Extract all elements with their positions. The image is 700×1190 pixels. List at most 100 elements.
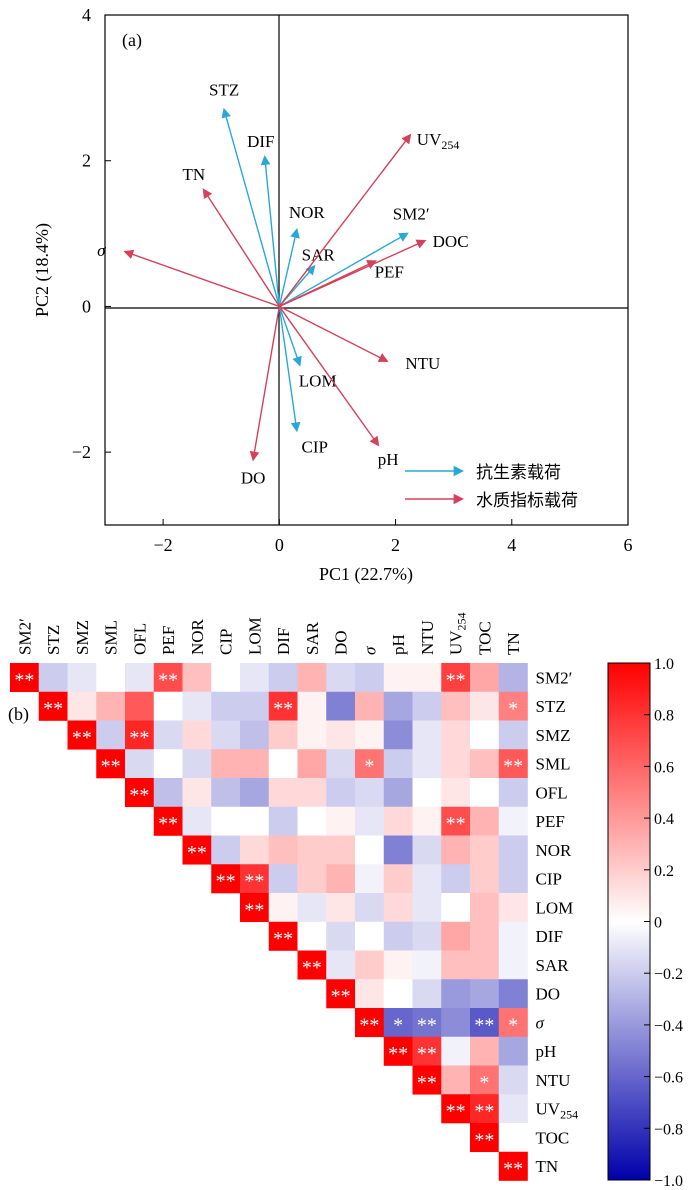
column-label: DO (332, 630, 351, 655)
heatmap-cell (211, 691, 241, 721)
heatmap-cell (240, 663, 270, 693)
heatmap-cell (182, 691, 212, 721)
colorbar-tick-label: 0 (654, 915, 662, 932)
heatmap-cell (498, 1036, 528, 1066)
vector-label: LOM (299, 372, 337, 391)
loading-vector (278, 228, 300, 307)
heatmap-cell (355, 691, 385, 721)
heatmap-cell (498, 950, 528, 980)
heatmap-cell (297, 720, 327, 750)
heatmap-cell (441, 1065, 471, 1095)
heatmap-cell (383, 979, 413, 1009)
heatmap-cell (470, 921, 500, 951)
heatmap-cell (498, 1151, 528, 1181)
vector-label: NOR (289, 203, 326, 222)
heatmap-cell (441, 864, 471, 894)
heatmap-cell (412, 749, 442, 779)
significance-mark: ** (446, 669, 466, 691)
significance-mark: ** (244, 899, 264, 921)
heatmap-cell (297, 864, 327, 894)
heatmap-cell (240, 691, 270, 721)
heatmap-cell (96, 663, 126, 693)
heatmap-cell (297, 749, 327, 779)
heatmap-cell (240, 893, 270, 923)
heatmap-cell (240, 749, 270, 779)
heatmap-cell (383, 921, 413, 951)
x-tick-label: 0 (275, 535, 284, 555)
correlation-heatmap-panel: ** ** **** ** *** **** * ****** ****** **********… (8, 612, 683, 1190)
heatmap-cell (470, 1094, 500, 1124)
heatmap-cell (355, 749, 385, 779)
heatmap-cell (268, 864, 298, 894)
column-label: TN (504, 632, 523, 655)
heatmap-cell (268, 921, 298, 951)
heatmap-cell (125, 749, 155, 779)
loading-vector (278, 306, 302, 367)
row-label: OFL (536, 783, 568, 802)
heatmap-cell (412, 950, 442, 980)
heatmap-cell (470, 1123, 500, 1153)
heatmap-cell (268, 691, 298, 721)
heatmap-cell (182, 778, 212, 808)
heatmap-cell (211, 720, 241, 750)
row-label: DO (536, 985, 561, 1004)
heatmap-cell (153, 749, 183, 779)
row-label: pH (536, 1042, 557, 1061)
significance-mark: * (364, 756, 374, 778)
heatmap-cell (125, 720, 155, 750)
heatmap-cell (498, 835, 528, 865)
heatmap-cell (326, 778, 356, 808)
significance-mark: ** (417, 1072, 437, 1094)
panel-label-a: (a) (122, 30, 142, 51)
significance-mark: ** (417, 1014, 437, 1036)
colorbar-gradient (607, 662, 651, 1181)
vector-label: TN (182, 165, 205, 184)
heatmap-cell (355, 663, 385, 693)
row-label: σ (536, 1013, 545, 1032)
heatmap-cell (96, 720, 126, 750)
heatmap-cell (441, 1094, 471, 1124)
y-tick-label: −2 (72, 442, 91, 462)
heatmap-cell (240, 720, 270, 750)
heatmap-cell (412, 921, 442, 951)
heatmap-cell (412, 864, 442, 894)
significance-mark: ** (158, 669, 178, 691)
loading-vector (123, 249, 280, 308)
heatmap-cell (10, 663, 40, 693)
row-label: STZ (536, 697, 566, 716)
significance-mark: ** (302, 957, 322, 979)
heatmap-cell (441, 1008, 471, 1038)
vector-label: SM2′ (393, 205, 430, 224)
significance-mark: ** (101, 756, 121, 778)
colorbar: 1.0 0.8 0.6 0.4 0.2 0 −0.2 −0.4 −0.6 −0.8 −1.0 (607, 656, 683, 1190)
heatmap-cell (470, 864, 500, 894)
significance-mark: * (393, 1014, 403, 1036)
row-label: CIP (536, 870, 562, 889)
row-label: PEF (536, 812, 565, 831)
row-label: SM2′ (536, 668, 573, 687)
heatmap-cell (182, 720, 212, 750)
heatmap-cell (498, 720, 528, 750)
significance-mark: ** (474, 1014, 494, 1036)
loading-vector (279, 260, 377, 308)
column-label: NOR (188, 618, 207, 655)
heatmap-cell (268, 893, 298, 923)
heatmap-cell (355, 921, 385, 951)
loading-vector (260, 155, 281, 307)
colorbar-tick-label: −0.2 (654, 966, 683, 983)
heatmap-cell (498, 1123, 528, 1153)
heatmap-cell (297, 691, 327, 721)
row-label: DIF (536, 927, 563, 946)
heatmap-cell (153, 778, 183, 808)
heatmap-cell (326, 893, 356, 923)
legend-label: 抗生素载荷 (476, 463, 561, 483)
heatmap-cell (182, 663, 212, 693)
heatmap-cell (297, 778, 327, 808)
vector-label: DO (241, 468, 266, 487)
heatmap-cell (125, 778, 155, 808)
heatmap-cell (211, 749, 241, 779)
significance-mark: * (508, 698, 518, 720)
y-tick-label: 4 (82, 5, 91, 25)
significance-mark: ** (446, 813, 466, 835)
heatmap-cell (498, 864, 528, 894)
